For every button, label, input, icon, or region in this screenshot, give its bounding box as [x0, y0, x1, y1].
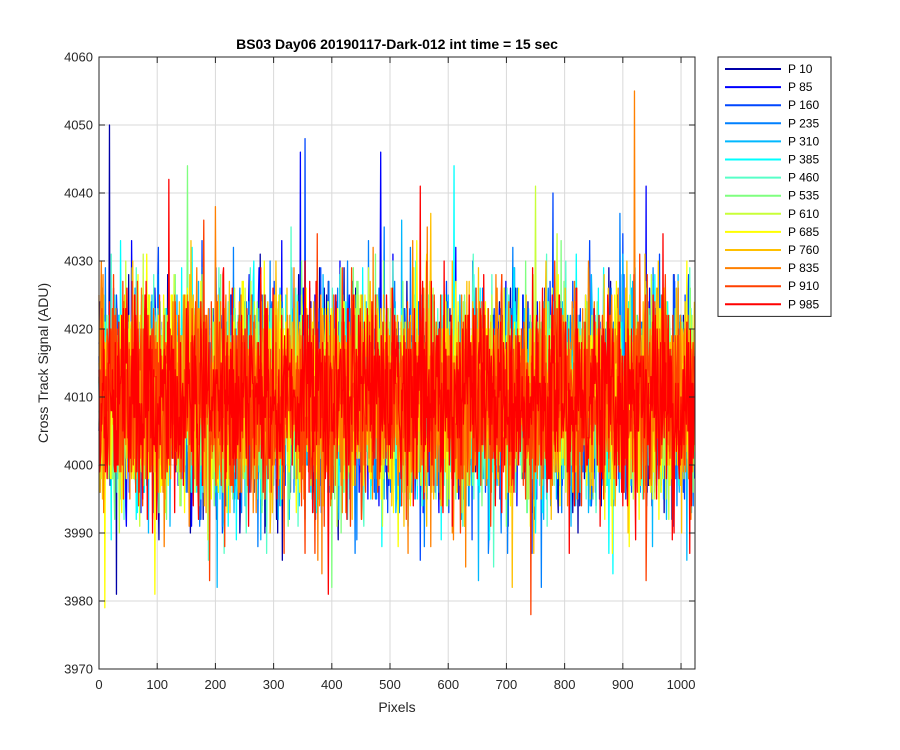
y-tick-label: 4010: [64, 390, 93, 405]
x-tick-label: 0: [95, 677, 102, 692]
legend-entry: P 160: [788, 98, 819, 112]
y-tick-label: 4040: [64, 186, 93, 201]
x-tick-label: 600: [437, 677, 459, 692]
x-tick-label: 500: [379, 677, 401, 692]
x-tick-label: 100: [146, 677, 168, 692]
legend-entry: P 910: [788, 279, 819, 293]
plot-frame: [98, 56, 696, 670]
y-axis-label: Cross Track Signal (ADU): [35, 283, 51, 443]
legend-entry: P 835: [788, 261, 819, 275]
legend-entry: P 235: [788, 116, 819, 130]
legend-entry: P 10: [788, 62, 813, 76]
ticks: 0 100 200 300 400 500 600 700 800 900 1000 3970 3980…: [64, 50, 695, 693]
legend-entry: P 460: [788, 171, 819, 185]
legend-entry: P 85: [788, 80, 813, 94]
legend: P 10 P 85 P 160 P 235 P 310 P 385 P 460 P 535 P …: [717, 56, 832, 317]
legend-entry: P 385: [788, 153, 819, 167]
x-tick-label: 800: [554, 677, 576, 692]
y-tick-label: 3980: [64, 594, 93, 609]
legend-entry: P 760: [788, 243, 819, 257]
legend-entry: P 535: [788, 189, 819, 203]
series-line: [98, 219, 696, 616]
x-tick-label: 200: [205, 677, 227, 692]
x-axis-label: Pixels: [378, 699, 415, 715]
series-line: [98, 178, 696, 595]
legend-entry: P 610: [788, 207, 819, 221]
y-tick-label: 4030: [64, 254, 93, 269]
x-tick-label: 400: [321, 677, 343, 692]
y-tick-label: 4020: [64, 322, 93, 337]
y-tick-label: 4060: [64, 50, 93, 65]
y-tick-label: 3990: [64, 526, 93, 541]
chart-title: BS03 Day06 20190117-Dark-012 int time = …: [236, 36, 558, 52]
legend-entry: P 985: [788, 297, 819, 311]
series-group: [98, 90, 696, 616]
y-tick-label: 4050: [64, 118, 93, 133]
legend-entry: P 685: [788, 225, 819, 239]
y-tick-label: 4000: [64, 458, 93, 473]
x-tick-label: 700: [496, 677, 518, 692]
y-tick-label: 3970: [64, 662, 93, 677]
legend-box: [717, 56, 832, 317]
x-tick-label: 1000: [667, 677, 696, 692]
legend-entry: P 310: [788, 134, 819, 148]
x-tick-label: 300: [263, 677, 285, 692]
x-tick-label: 900: [612, 677, 634, 692]
